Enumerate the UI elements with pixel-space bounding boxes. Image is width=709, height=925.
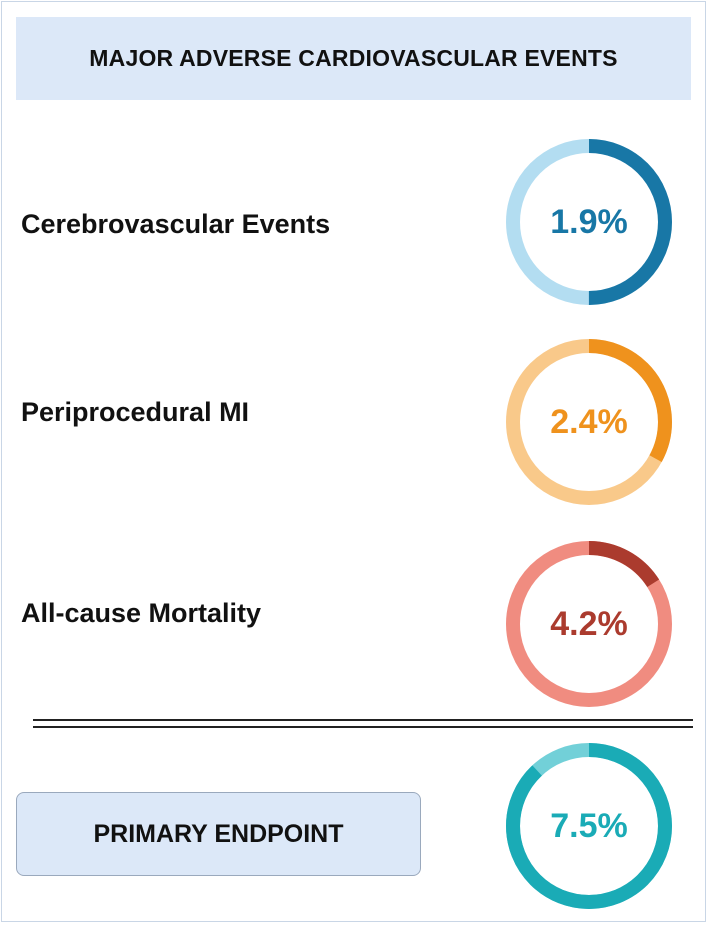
primary-endpoint-box: PRIMARY ENDPOINT — [16, 792, 421, 876]
donut-value-cerebrovascular: 1.9% — [550, 202, 628, 241]
donut-segment — [506, 743, 672, 909]
donut-ring-cerebrovascular — [506, 139, 672, 305]
divider-line-bottom — [33, 726, 693, 728]
panel-header: MAJOR ADVERSE CARDIOVASCULAR EVENTS — [16, 17, 691, 100]
donut-all-cause-mortality: 4.2% — [503, 538, 675, 710]
event-label-all-cause-mortality: All-cause Mortality — [21, 598, 262, 628]
donut-value-primary-endpoint: 7.5% — [550, 806, 628, 845]
donut-primary-endpoint: 7.5% — [503, 740, 675, 912]
donut-segment — [506, 339, 672, 505]
panel-title: MAJOR ADVERSE CARDIOVASCULAR EVENTS — [89, 45, 618, 71]
donut-value-all-cause-mortality: 4.2% — [550, 604, 628, 643]
primary-endpoint-label: PRIMARY ENDPOINT — [93, 819, 344, 848]
divider-line-top — [33, 719, 693, 721]
donut-cerebrovascular: 1.9% — [503, 136, 675, 308]
donut-segment — [506, 139, 672, 305]
donut-value-periprocedural-mi: 2.4% — [550, 402, 628, 441]
donut-segment — [506, 541, 672, 707]
donut-ring-primary-endpoint — [506, 743, 672, 909]
donut-ring-periprocedural-mi — [506, 339, 672, 505]
donut-ring-all-cause-mortality — [506, 541, 672, 707]
event-label-cerebrovascular: Cerebrovascular Events — [21, 209, 331, 239]
event-label-periprocedural-mi: Periprocedural MI — [21, 397, 250, 427]
donut-periprocedural-mi: 2.4% — [503, 336, 675, 508]
